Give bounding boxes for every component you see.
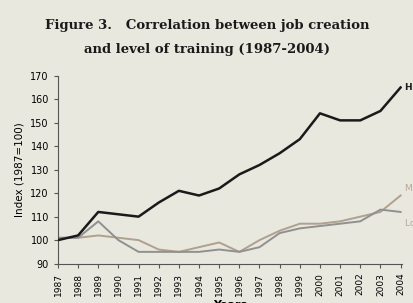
Text: Medium knowledge level: Medium knowledge level (404, 184, 413, 193)
Y-axis label: Index (1987=100): Index (1987=100) (15, 122, 25, 217)
Text: Figure 3.   Correlation between job creation: Figure 3. Correlation between job creati… (45, 19, 368, 32)
Text: and level of training (1987-2004): and level of training (1987-2004) (84, 44, 329, 56)
X-axis label: Years: Years (212, 300, 246, 303)
Text: Low knowledge level: Low knowledge level (404, 219, 413, 228)
Text: High knowledge level: High knowledge level (404, 83, 413, 92)
